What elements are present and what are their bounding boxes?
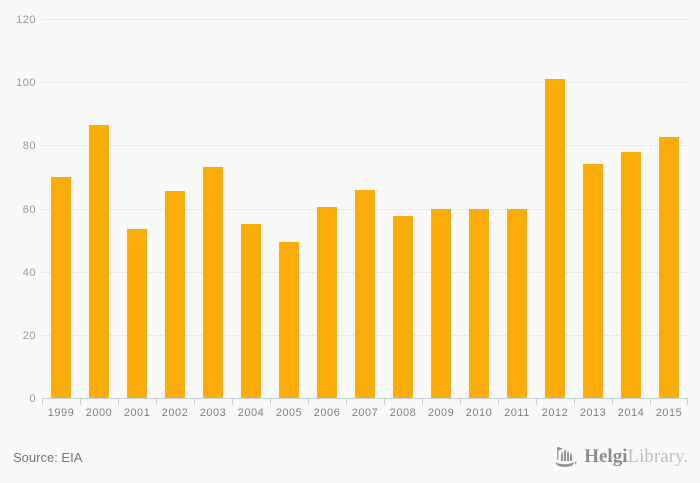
x-axis-label: 2003 <box>199 407 227 419</box>
bar-2000 <box>89 124 109 398</box>
x-axis-label: 2014 <box>617 407 645 419</box>
bar-2010 <box>469 209 489 398</box>
bar-2005 <box>279 241 299 398</box>
y-axis: 0 20 40 60 80 100 120 <box>0 14 36 405</box>
bar-2015 <box>659 137 679 398</box>
bar-2014 <box>621 151 641 398</box>
bar-2003 <box>203 167 223 398</box>
helgi-building-icon <box>555 447 578 467</box>
bar-2011 <box>507 209 527 398</box>
y-axis-label: 120 <box>16 14 36 26</box>
bar-2009 <box>431 209 451 398</box>
x-axis-line <box>42 398 688 399</box>
y-axis-label: 20 <box>22 329 36 342</box>
logo-text: HelgiLibrary. <box>584 444 688 470</box>
x-axis-tick <box>422 399 423 405</box>
x-axis-tick <box>384 399 385 405</box>
bar-2001 <box>127 229 147 398</box>
x-axis-tick <box>687 399 688 405</box>
x-axis-tick <box>460 399 461 405</box>
y-axis-label: 100 <box>16 77 36 90</box>
x-axis-label: 2006 <box>313 407 341 419</box>
x-axis-label: 2012 <box>541 407 569 419</box>
logo-text-primary: Helgi <box>584 446 628 467</box>
x-axis-label: 2001 <box>123 407 151 419</box>
x-axis-label: 2000 <box>85 407 113 419</box>
x-axis-tick <box>346 399 347 405</box>
helgi-library-logo[interactable]: HelgiLibrary. <box>554 444 688 470</box>
x-axis-tick <box>232 399 233 405</box>
x-axis-tick <box>574 399 575 405</box>
x-axis-tick <box>194 399 195 405</box>
bar-2008 <box>393 216 413 398</box>
x-axis-tick <box>650 399 651 405</box>
gridline <box>42 82 688 84</box>
bar-2012 <box>545 79 565 398</box>
bar-2006 <box>317 206 337 398</box>
x-axis-label: 2015 <box>655 407 683 419</box>
x-axis-label: 2011 <box>504 407 530 419</box>
x-axis-tick <box>536 399 537 405</box>
x-axis-tick <box>80 399 81 405</box>
y-axis-label: 80 <box>22 140 36 153</box>
bar-1999 <box>51 176 71 398</box>
x-axis-label: 2007 <box>351 407 379 419</box>
source-label: Source: EIA <box>13 450 83 465</box>
x-axis-tick <box>42 399 43 405</box>
x-axis-label: 2008 <box>389 407 417 419</box>
x-axis-label: 2004 <box>237 407 265 419</box>
x-axis-tick <box>308 399 309 405</box>
x-axis-tick <box>498 399 499 405</box>
y-axis-label: 40 <box>22 266 36 279</box>
x-axis-label: 2010 <box>465 407 493 419</box>
gridline <box>42 19 688 20</box>
x-axis-label: 2005 <box>275 407 303 419</box>
bar-2007 <box>355 189 375 398</box>
x-axis-tick <box>612 399 613 405</box>
y-axis-label: 60 <box>22 203 36 216</box>
x-axis-label: 1999 <box>47 407 75 419</box>
x-axis-tick <box>270 399 271 405</box>
x-axis-label: 2002 <box>161 407 189 419</box>
gridline <box>42 145 688 147</box>
x-axis-tick <box>118 399 119 405</box>
x-axis-label: 2009 <box>427 407 455 419</box>
y-axis-label: 0 <box>29 393 36 405</box>
plot-area: 1999 2000 2001 2002 2003 2004 2005 2006 2007 2008… <box>42 19 688 419</box>
x-axis-label: 2013 <box>579 407 607 419</box>
bar-2004 <box>241 224 261 398</box>
logo-text-secondary: Library. <box>627 446 689 467</box>
x-axis-tick <box>156 399 157 405</box>
bar-2002 <box>165 191 185 398</box>
bar-2013 <box>583 164 603 398</box>
